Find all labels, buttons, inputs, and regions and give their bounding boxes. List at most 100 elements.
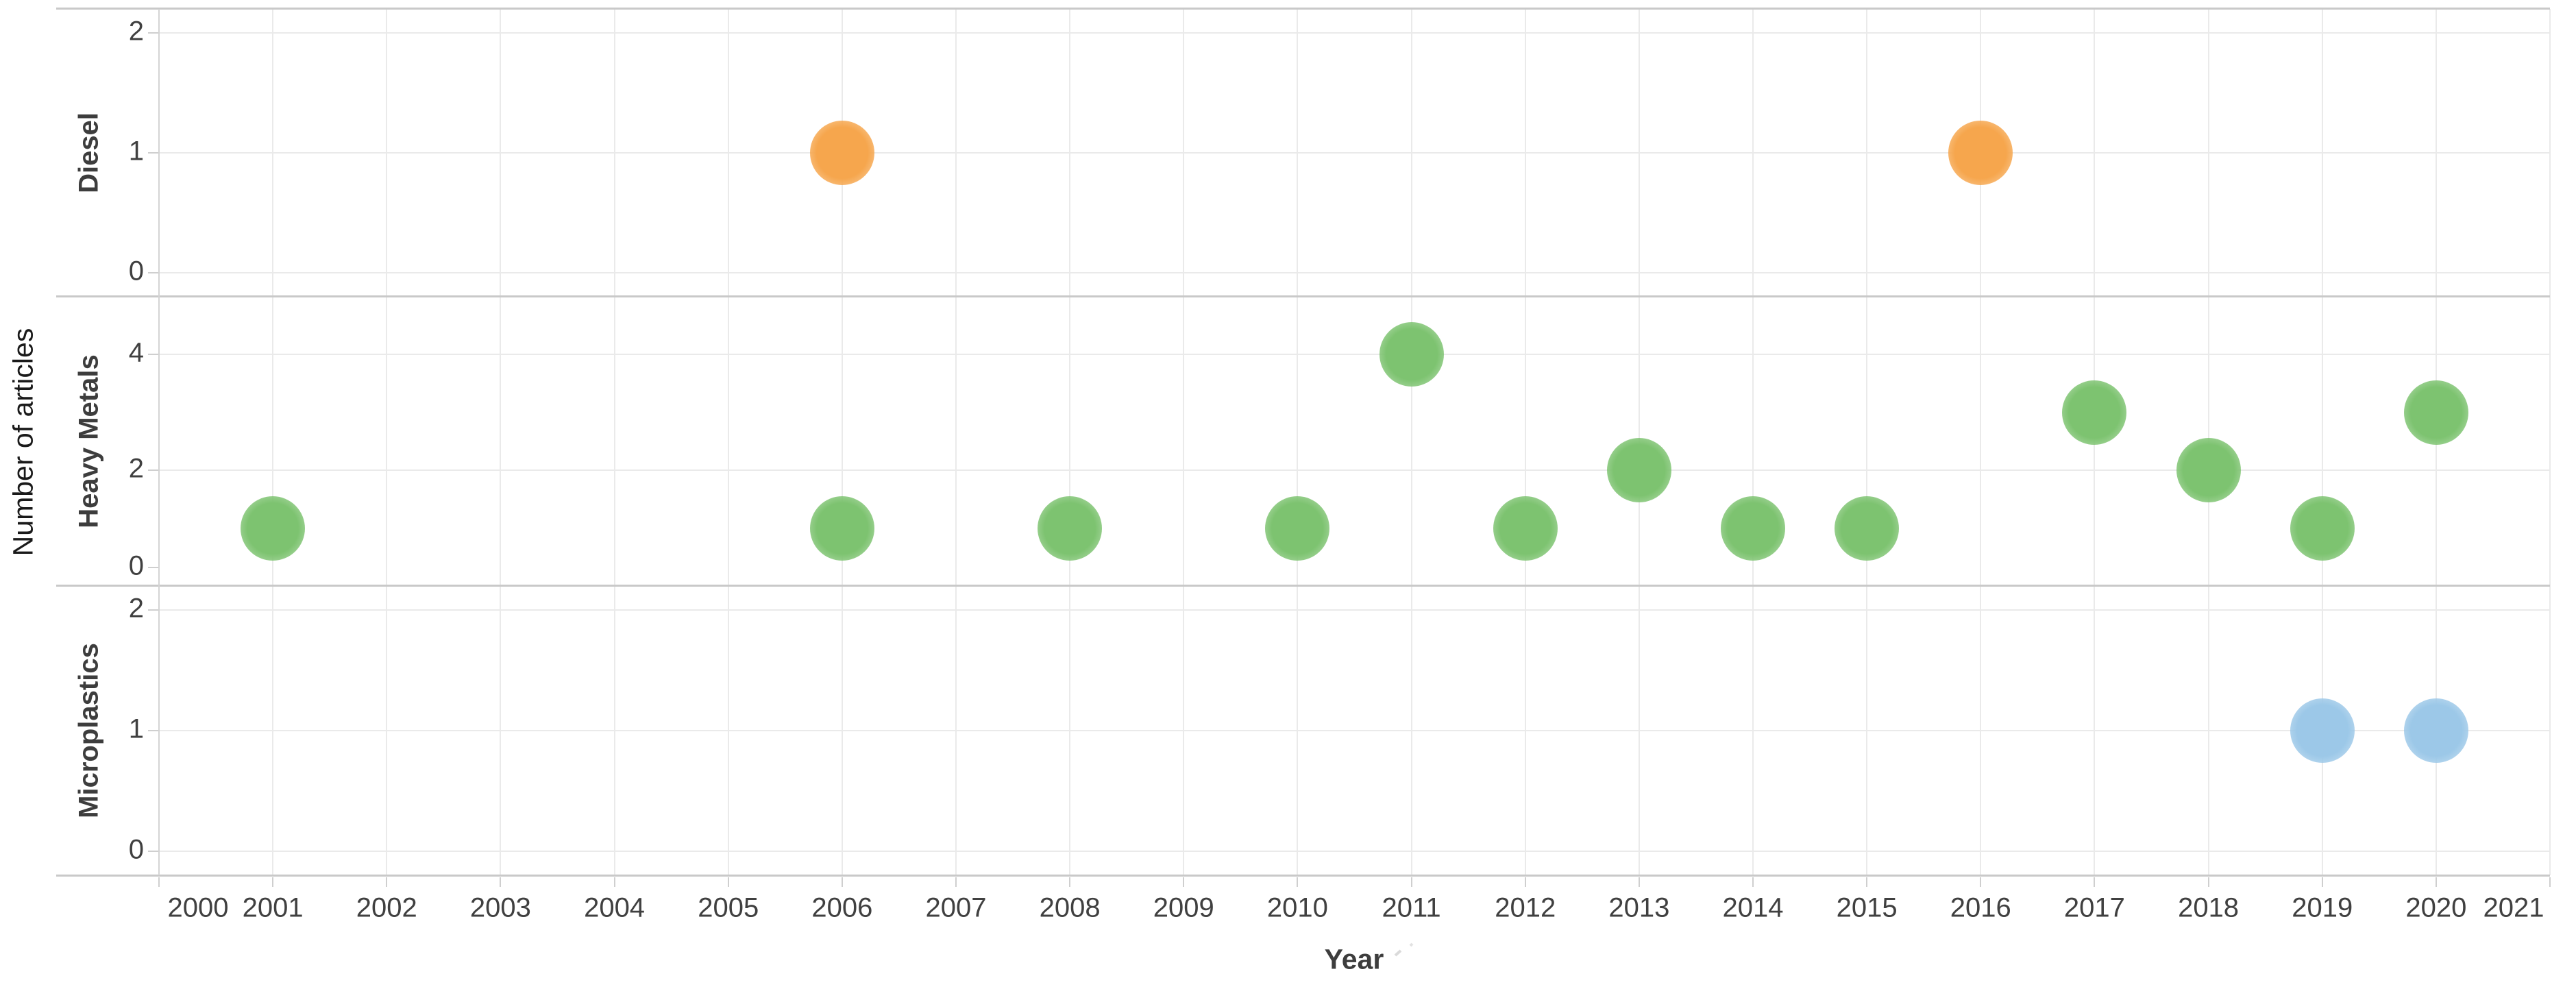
data-point[interactable] xyxy=(1606,438,1671,503)
data-point[interactable] xyxy=(241,496,306,561)
x-axis-tick xyxy=(1980,877,1982,887)
data-point[interactable] xyxy=(1038,496,1103,561)
horizontal-gridline xyxy=(159,609,2550,611)
row-label-heavy-metals: Heavy Metals xyxy=(73,354,104,528)
x-axis-tick-label: 2005 xyxy=(698,892,759,923)
data-point[interactable] xyxy=(2290,698,2355,763)
panel-border xyxy=(56,585,2550,587)
x-axis-tick xyxy=(1866,877,1868,887)
y-axis-line xyxy=(158,9,160,875)
x-axis-tick xyxy=(955,877,957,887)
data-point[interactable] xyxy=(2176,438,2241,503)
x-axis-tick xyxy=(1410,877,1412,887)
y-axis-tick xyxy=(148,730,159,731)
vertical-gridline xyxy=(500,297,502,586)
y-axis-tick xyxy=(148,609,159,611)
y-axis-tick-label: 0 xyxy=(128,256,144,286)
x-axis-tick xyxy=(2094,877,2096,887)
x-axis-tick xyxy=(841,877,843,887)
x-axis-line xyxy=(56,875,2550,877)
vertical-gridline xyxy=(1866,297,1868,586)
vertical-gridline xyxy=(1297,297,1299,586)
x-axis-tick xyxy=(2435,877,2437,887)
y-axis-tick-label: 0 xyxy=(128,834,144,865)
vertical-gridline xyxy=(272,297,274,586)
horizontal-gridline xyxy=(159,730,2550,731)
x-axis-tick-label: 2009 xyxy=(1153,892,1214,923)
data-point[interactable] xyxy=(809,121,874,185)
data-point[interactable] xyxy=(1379,322,1444,387)
vertical-gridline xyxy=(2549,9,2551,297)
y-axis-tick xyxy=(148,469,159,472)
y-axis-tick xyxy=(148,32,159,34)
y-axis-tick xyxy=(148,567,159,568)
x-axis-tick xyxy=(2321,877,2323,887)
x-axis-tick-label: 2017 xyxy=(2063,892,2125,923)
data-point[interactable] xyxy=(2290,496,2355,561)
vertical-gridline xyxy=(2321,297,2323,586)
x-axis-title: Year xyxy=(1324,943,1384,975)
x-axis-tick-label: 2011 xyxy=(1382,892,1441,923)
data-point[interactable] xyxy=(1835,496,1900,561)
y-axis-tick-label: 0 xyxy=(128,550,144,581)
x-axis-tick xyxy=(158,877,160,887)
y-axis-tick-label: 2 xyxy=(128,593,144,624)
x-axis-tick xyxy=(386,877,388,887)
vertical-gridline xyxy=(1752,297,1754,586)
data-point[interactable] xyxy=(1721,496,1785,561)
y-axis-tick-label: 2 xyxy=(128,16,144,47)
horizontal-gridline xyxy=(159,32,2550,34)
x-axis-tick-label: 2008 xyxy=(1039,892,1101,923)
x-axis-tick-label: 2016 xyxy=(1950,892,2011,923)
horizontal-gridline xyxy=(159,469,2550,472)
horizontal-gridline xyxy=(159,850,2550,852)
x-axis-tick xyxy=(727,877,729,887)
x-axis-tick-label: 2000 xyxy=(167,892,229,923)
row-label-microplastics: Microplastics xyxy=(73,643,104,818)
x-axis-tick-label: 2004 xyxy=(584,892,646,923)
x-axis-tick xyxy=(2549,877,2551,887)
y-axis-tick-label: 2 xyxy=(128,453,144,484)
horizontal-gridline xyxy=(159,272,2550,273)
x-axis-tick xyxy=(1069,877,1071,887)
x-axis-tick xyxy=(272,877,274,887)
x-axis-tick xyxy=(613,877,615,887)
vertical-gridline xyxy=(727,297,729,586)
vertical-gridline xyxy=(1183,297,1185,586)
y-axis-tick-label: 1 xyxy=(128,136,144,167)
x-axis-tick-label: 2002 xyxy=(356,892,417,923)
panel-border xyxy=(56,295,2550,297)
vertical-gridline xyxy=(1069,297,1071,586)
data-point[interactable] xyxy=(1948,121,2013,185)
x-axis-tick-label: 2003 xyxy=(469,892,531,923)
horizontal-gridline xyxy=(159,152,2550,154)
sort-icon[interactable] xyxy=(1391,940,1417,964)
x-axis-tick-label: 2018 xyxy=(2178,892,2240,923)
x-axis-tick-label: 2015 xyxy=(1836,892,1898,923)
horizontal-gridline xyxy=(159,354,2550,356)
x-axis-tick-label: 2012 xyxy=(1495,892,1556,923)
x-axis-tick-label: 2006 xyxy=(811,892,873,923)
x-axis-tick-label: 2013 xyxy=(1608,892,1670,923)
vertical-gridline xyxy=(955,297,957,586)
y-axis-tick xyxy=(148,152,159,154)
data-point[interactable] xyxy=(2403,698,2468,763)
x-axis-tick-label: 2021 xyxy=(2483,892,2544,923)
x-axis-tick-label: 2010 xyxy=(1266,892,1328,923)
y-axis-tick-label: 1 xyxy=(128,713,144,744)
panel-border xyxy=(56,8,2550,10)
y-axis-tick xyxy=(148,272,159,273)
data-point[interactable] xyxy=(1493,496,1558,561)
data-point[interactable] xyxy=(809,496,874,561)
vertical-gridline xyxy=(2549,297,2551,586)
data-point[interactable] xyxy=(2062,380,2127,445)
x-axis-tick-label: 2007 xyxy=(925,892,987,923)
data-point[interactable] xyxy=(2403,380,2468,445)
x-axis-tick xyxy=(1183,877,1185,887)
y-axis-tick xyxy=(148,850,159,852)
vertical-gridline xyxy=(1980,297,1982,586)
data-point[interactable] xyxy=(1265,496,1330,561)
x-axis-tick xyxy=(1638,877,1640,887)
y-axis-title: Number of articles xyxy=(7,328,39,557)
